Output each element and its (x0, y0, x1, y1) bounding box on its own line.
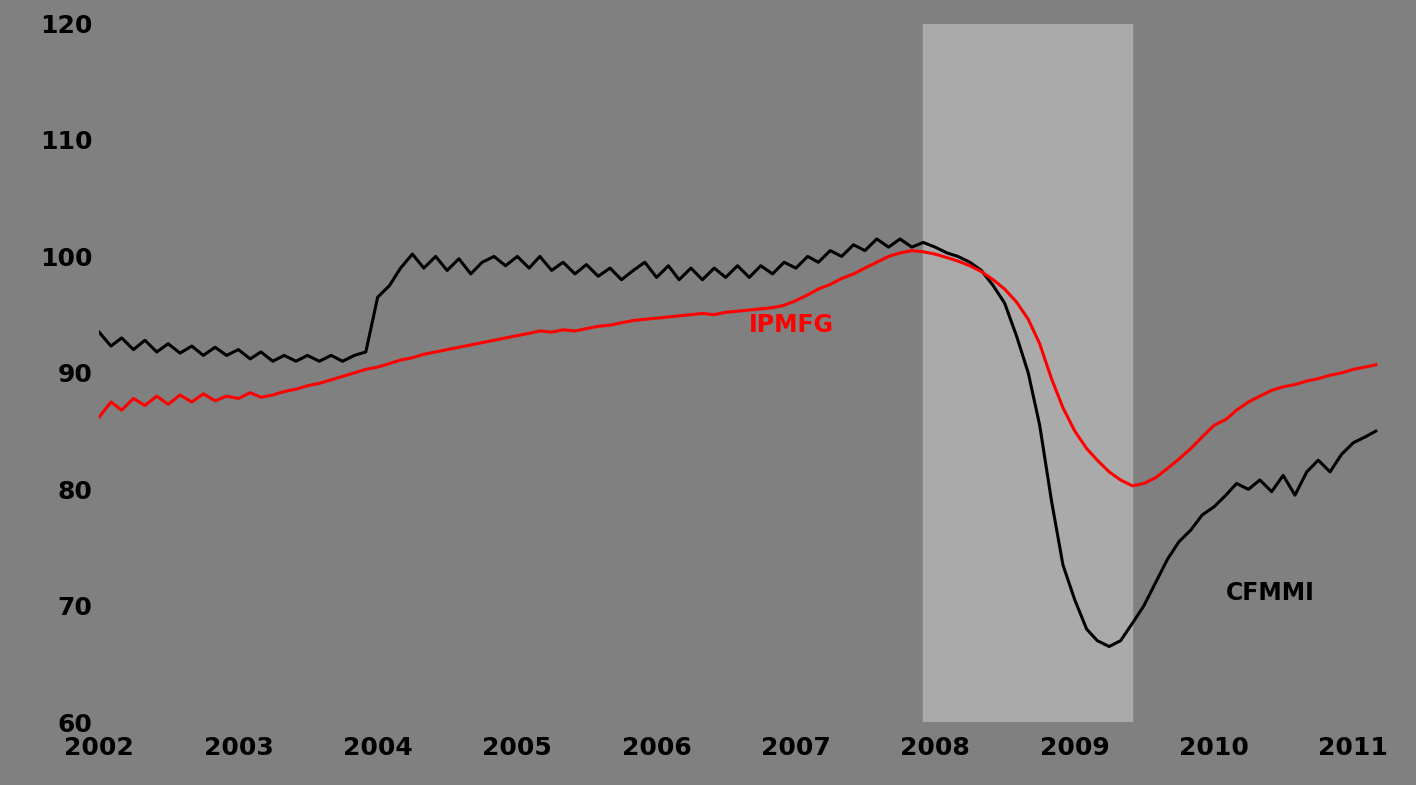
Bar (923, 24, 1133, 722)
Text: IPMFG: IPMFG (749, 313, 834, 337)
Text: CFMMI: CFMMI (1226, 581, 1315, 605)
